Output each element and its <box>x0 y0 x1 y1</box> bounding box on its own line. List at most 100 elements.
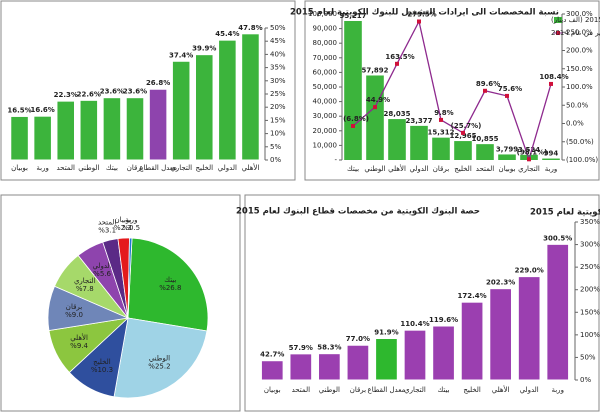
value-label: 95,217 <box>339 12 366 20</box>
legend-label: المخصصات خلال الربع الاخير من عام 2015 (… <box>551 16 600 24</box>
line-marker <box>373 105 377 110</box>
value-label: 994 <box>544 150 559 158</box>
value-label: 16.5% <box>7 106 31 114</box>
bar <box>460 301 484 381</box>
y-tick-label: 0% <box>580 376 591 384</box>
bar <box>318 353 341 381</box>
bar <box>260 360 284 381</box>
bar <box>10 115 29 161</box>
bar <box>171 60 191 161</box>
value-label: 108.4% <box>539 73 568 81</box>
x-tick-label: الدولي <box>520 386 539 394</box>
value-label: 23.6% <box>123 88 147 96</box>
x-tick-label: الوطني <box>78 164 99 172</box>
x-tick-label: الدولي <box>409 165 428 173</box>
value-label: 45.4% <box>215 30 239 38</box>
x-tick-label: معدل القطاع <box>368 386 406 394</box>
value-label: 3,524 <box>518 146 540 154</box>
y-tick-label: 30,000 <box>313 112 338 120</box>
bar <box>366 75 384 160</box>
value-label: 110.4% <box>400 320 429 328</box>
bar <box>432 137 450 160</box>
value-label: 15,312 <box>427 129 454 137</box>
bar <box>403 329 427 381</box>
y-tick-label: 350% <box>580 218 600 226</box>
pie-slice <box>127 237 133 319</box>
x-tick-label: بوبيان <box>264 386 281 394</box>
bar <box>56 100 76 161</box>
x-tick-label: الأهلي <box>388 164 406 173</box>
pie-slice <box>113 317 208 399</box>
pie-value: %10.3 <box>91 366 113 374</box>
y-tick-label: 70,000 <box>313 54 338 62</box>
x-tick-label: معدل القطاع <box>139 164 177 172</box>
y-tick-label: 150% <box>580 308 600 316</box>
pie-label: برقان <box>66 303 82 311</box>
x-tick-label: برقان <box>127 164 143 172</box>
y-tick-label: 200% <box>580 286 600 294</box>
value-label: 77.0% <box>346 335 370 343</box>
x-tick-label: وربة <box>36 164 48 172</box>
y-tick-label: 250% <box>580 263 600 271</box>
value-label: 37.4% <box>169 51 193 59</box>
line-marker <box>395 61 399 66</box>
value-label: 75.6% <box>498 85 522 93</box>
bar <box>517 276 541 381</box>
y-tick-label: 20,000 <box>313 127 338 135</box>
y2-tick-label: 150.0% <box>566 65 593 73</box>
value-label: 57,892 <box>361 66 388 74</box>
line-marker <box>461 130 465 135</box>
x-tick-label: الوطني <box>319 386 340 394</box>
bar <box>476 144 494 160</box>
y2-tick-label: 200.0% <box>566 47 593 55</box>
bar <box>241 33 260 161</box>
bar <box>375 338 398 381</box>
bar <box>344 20 362 160</box>
value-label: 163.5% <box>385 53 414 61</box>
line-marker <box>549 81 553 86</box>
pie-label: الأهلي <box>70 333 88 342</box>
legend-swatch <box>554 17 562 23</box>
value-label: 39.9% <box>192 45 216 53</box>
x-tick-label: بيتك <box>438 386 450 394</box>
value-label: 23.6% <box>100 88 124 96</box>
pie-value: %25.2 <box>148 362 170 370</box>
value-label: 47.8% <box>238 24 262 32</box>
y-tick-label: 50,000 <box>313 83 338 91</box>
value-label: 28,035 <box>383 110 410 118</box>
value-label: 22.6% <box>77 90 101 98</box>
x-tick-label: بيتك <box>347 165 359 173</box>
pie-value: %2.3 <box>114 224 132 232</box>
y-tick-label: 10,000 <box>313 141 338 149</box>
bar <box>410 125 428 160</box>
bar <box>346 344 370 381</box>
bar <box>33 115 52 161</box>
y-tick-label: 100,000 <box>308 10 337 18</box>
y2-tick-label: (50.0%) <box>566 138 594 146</box>
line-marker <box>483 88 487 93</box>
y-tick-label: - <box>334 156 337 164</box>
x-tick-label: وربة <box>551 386 563 394</box>
bar <box>388 119 406 160</box>
bar <box>489 288 512 381</box>
y2-tick-label: 50.0% <box>566 101 589 109</box>
value-label: 16.6% <box>30 106 54 114</box>
bar <box>546 243 570 381</box>
y-tick-label: 10% <box>270 130 286 138</box>
y-tick-label: 35% <box>270 64 286 72</box>
value-label: 58.3% <box>317 344 341 352</box>
value-label: 202.3% <box>486 279 515 287</box>
y-tick-label: 45% <box>270 37 286 45</box>
y-tick-label: 50% <box>580 353 596 361</box>
value-label: 3,799 <box>496 145 518 153</box>
pie-label: المتحد <box>98 218 116 226</box>
y2-tick-label: 0.0% <box>566 120 584 128</box>
value-label: 172.4% <box>458 292 487 300</box>
pie-label: الدولي <box>93 262 112 270</box>
value-label: 22.3% <box>54 91 78 99</box>
line-marker <box>351 123 355 128</box>
y-tick-label: 300% <box>580 241 600 249</box>
bar <box>148 88 168 161</box>
bar <box>289 353 313 381</box>
x-tick-label: الخليج <box>195 164 213 172</box>
